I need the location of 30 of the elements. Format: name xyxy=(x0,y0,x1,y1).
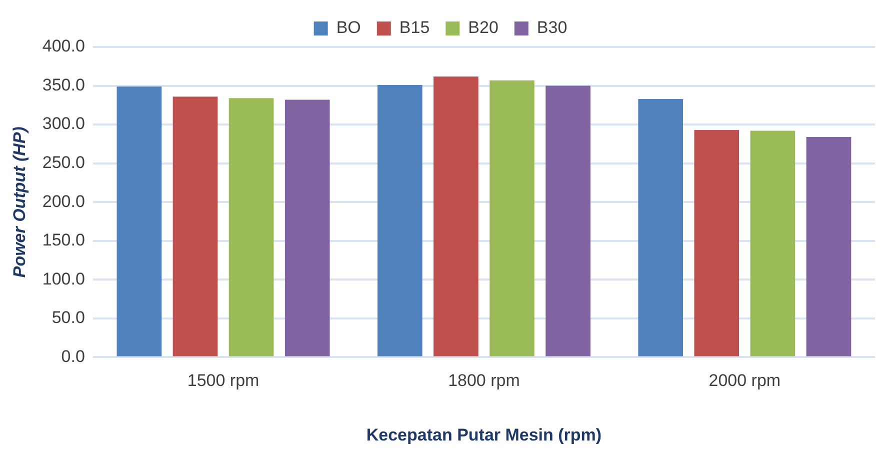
bar xyxy=(750,130,796,356)
x-tick-label: 1800 rpm xyxy=(448,371,520,390)
x-tick-label: 2000 rpm xyxy=(708,371,781,390)
bar xyxy=(228,98,274,356)
x-tick-label: 1500 rpm xyxy=(187,371,260,390)
bar xyxy=(434,76,478,356)
y-tick-label: 200.0 xyxy=(42,192,85,211)
legend-label: B30 xyxy=(536,18,568,38)
bar xyxy=(694,130,740,356)
x-axis-title: Kecepatan Putar Mesin (rpm) xyxy=(366,425,602,444)
y-tick-label: 0.0 xyxy=(61,346,85,366)
legend-label: B20 xyxy=(468,18,498,38)
y-tick-label: 50.0 xyxy=(52,308,85,328)
y-tick-label: 100.0 xyxy=(42,269,85,288)
y-tick-label: 150.0 xyxy=(42,230,85,250)
y-axis-title: Power Output (HP) xyxy=(10,126,29,278)
bar xyxy=(172,96,218,356)
legend-label: B15 xyxy=(399,18,430,38)
bar xyxy=(377,85,422,356)
y-tick-label: 250.0 xyxy=(42,153,85,172)
bar xyxy=(116,86,162,356)
y-tick-label: 400.0 xyxy=(42,36,85,56)
bar xyxy=(490,80,534,356)
bar xyxy=(806,136,852,356)
bar xyxy=(284,100,330,356)
legend-label: BO xyxy=(336,18,361,38)
bar xyxy=(638,98,684,356)
bar xyxy=(546,86,590,356)
y-tick-label: 300.0 xyxy=(42,114,85,134)
y-tick-label: 350.0 xyxy=(42,75,85,94)
